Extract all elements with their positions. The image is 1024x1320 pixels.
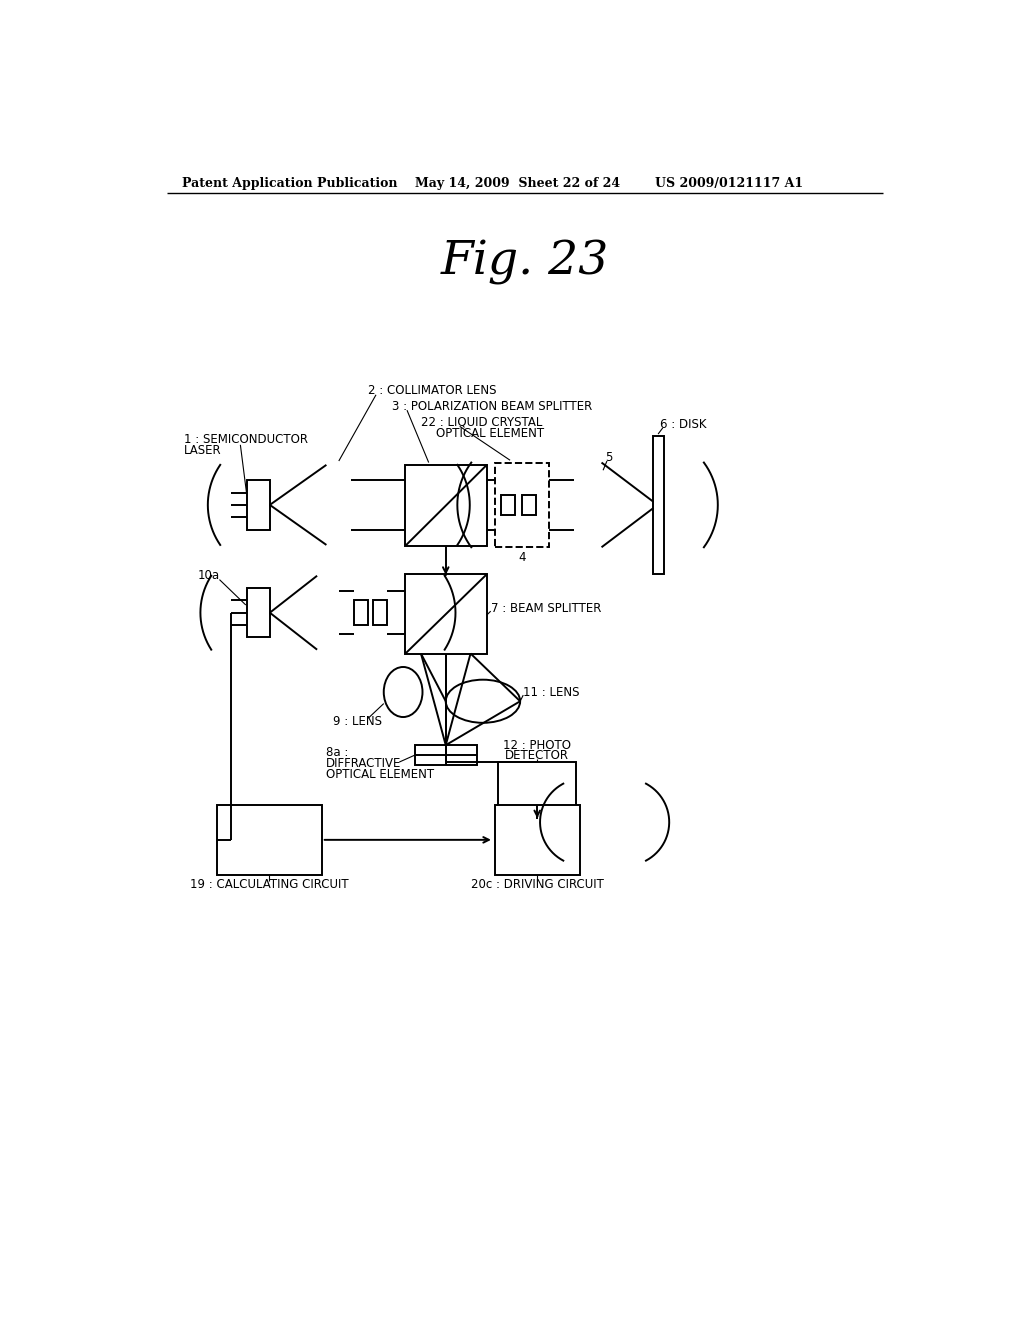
Bar <box>217 805 322 875</box>
Text: OPTICAL ELEMENT: OPTICAL ELEMENT <box>326 768 434 781</box>
Text: 19 : CALCULATING CIRCUIT: 19 : CALCULATING CIRCUIT <box>189 878 348 891</box>
Text: Patent Application Publication: Patent Application Publication <box>182 177 397 190</box>
Bar <box>495 805 580 875</box>
Bar <box>406 574 486 653</box>
Text: 6 : DISK: 6 : DISK <box>659 417 707 430</box>
Text: 1 : SEMICONDUCTOR: 1 : SEMICONDUCTOR <box>183 433 308 446</box>
Text: DETECTOR: DETECTOR <box>505 750 569 763</box>
Text: 8a :: 8a : <box>326 746 348 759</box>
Bar <box>499 762 575 817</box>
Text: 2 : COLLIMATOR LENS: 2 : COLLIMATOR LENS <box>369 384 497 397</box>
Text: DIFFRACTIVE: DIFFRACTIVE <box>326 758 401 770</box>
Bar <box>415 744 477 766</box>
Text: 5: 5 <box>604 450 612 463</box>
Text: US 2009/0121117 A1: US 2009/0121117 A1 <box>655 177 803 190</box>
Text: 20c : DRIVING CIRCUIT: 20c : DRIVING CIRCUIT <box>471 878 603 891</box>
Bar <box>247 480 270 529</box>
Bar <box>247 589 270 638</box>
Bar <box>522 495 537 515</box>
Text: 7 : BEAM SPLITTER: 7 : BEAM SPLITTER <box>490 602 601 615</box>
Text: 22 : LIQUID CRYSTAL: 22 : LIQUID CRYSTAL <box>421 416 543 428</box>
Text: 3 : POLARIZATION BEAM SPLITTER: 3 : POLARIZATION BEAM SPLITTER <box>391 400 592 413</box>
Text: Fig. 23: Fig. 23 <box>440 240 609 285</box>
Text: 4: 4 <box>518 550 525 564</box>
Text: May 14, 2009  Sheet 22 of 24: May 14, 2009 Sheet 22 of 24 <box>415 177 620 190</box>
Bar <box>653 436 664 574</box>
Bar <box>406 465 486 545</box>
Bar <box>354 601 369 626</box>
Text: 11 : LENS: 11 : LENS <box>523 685 580 698</box>
Bar <box>495 462 549 548</box>
Text: OPTICAL ELEMENT: OPTICAL ELEMENT <box>435 426 544 440</box>
Text: 10a: 10a <box>198 569 219 582</box>
Bar <box>501 495 515 515</box>
Bar <box>373 601 387 626</box>
Text: 9 : LENS: 9 : LENS <box>334 714 382 727</box>
Text: LASER: LASER <box>183 445 221 458</box>
Text: 12 : PHOTO: 12 : PHOTO <box>503 739 571 751</box>
